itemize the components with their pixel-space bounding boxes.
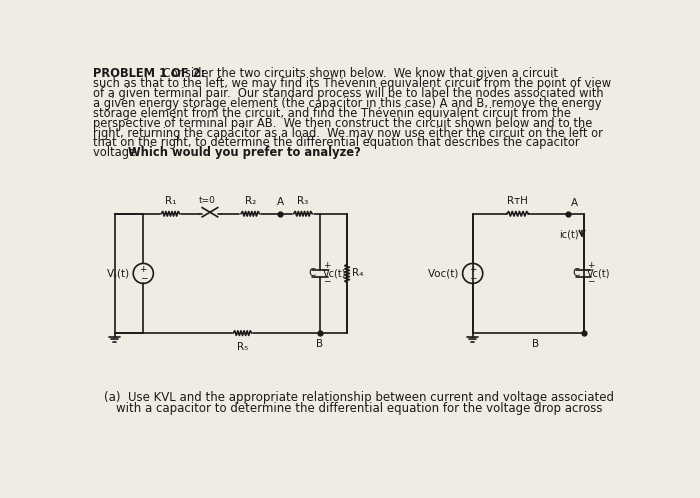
Text: Which would you prefer to analyze?: Which would you prefer to analyze? xyxy=(128,146,360,159)
Text: Vᴏc(t): Vᴏc(t) xyxy=(428,268,459,278)
Text: Vᴄ(t): Vᴄ(t) xyxy=(587,268,610,278)
Text: right, returning the capacitor as a load.  We may now use either the circuit on : right, returning the capacitor as a load… xyxy=(93,126,603,139)
Text: −: − xyxy=(323,276,330,286)
Text: t=0: t=0 xyxy=(198,196,216,205)
Text: a given energy storage element (the capacitor in this case) A and B, remove the : a given energy storage element (the capa… xyxy=(93,97,601,110)
Text: storage element from the circuit, and find the Thévenin equivalent circuit from : storage element from the circuit, and fi… xyxy=(93,107,571,120)
Text: with a capacitor to determine the differential equation for the voltage drop acr: with a capacitor to determine the differ… xyxy=(116,402,602,415)
Text: that on the right, to determine the differential equation that describes the cap: that on the right, to determine the diff… xyxy=(93,136,580,149)
Text: +: + xyxy=(323,261,330,270)
Text: A: A xyxy=(277,197,284,207)
Text: +: + xyxy=(587,261,594,270)
Text: R₄: R₄ xyxy=(352,268,363,278)
Text: Vₛ(t): Vₛ(t) xyxy=(107,268,130,278)
Text: B: B xyxy=(532,339,540,349)
Text: +: + xyxy=(469,265,477,274)
Text: −: − xyxy=(139,273,147,282)
Text: +: + xyxy=(139,265,147,274)
Text: −: − xyxy=(469,273,477,282)
Text: PROBLEM 1 OF 2:: PROBLEM 1 OF 2: xyxy=(93,67,205,81)
Text: iᴄ(t): iᴄ(t) xyxy=(559,229,579,239)
Text: perspective of terminal pair AB.  We then construct the circuit shown below and : perspective of terminal pair AB. We then… xyxy=(93,117,592,130)
Text: B: B xyxy=(316,339,323,349)
Text: C: C xyxy=(573,268,580,278)
Text: of a given terminal pair.  Our standard process will be to label the nodes assoc: of a given terminal pair. Our standard p… xyxy=(93,87,603,100)
Text: such as that to the left, we may find its Thévenin equivalent circuit from the p: such as that to the left, we may find it… xyxy=(93,77,611,90)
Text: R₃: R₃ xyxy=(298,196,309,206)
Text: C: C xyxy=(309,268,316,278)
Text: Consider the two circuits shown below.  We know that given a circuit: Consider the two circuits shown below. W… xyxy=(159,67,558,81)
Text: (a)  Use KVL and the appropriate relationship between current and voltage associ: (a) Use KVL and the appropriate relation… xyxy=(104,391,614,404)
Text: A: A xyxy=(571,198,578,208)
Text: R₁: R₁ xyxy=(164,196,176,206)
Text: −: − xyxy=(587,276,594,286)
Text: voltage.: voltage. xyxy=(93,146,147,159)
Text: R₂: R₂ xyxy=(244,196,256,206)
Text: R₅: R₅ xyxy=(237,342,248,352)
Text: RᴛH: RᴛH xyxy=(508,196,528,206)
Text: Vᴄ(t): Vᴄ(t) xyxy=(323,268,346,278)
